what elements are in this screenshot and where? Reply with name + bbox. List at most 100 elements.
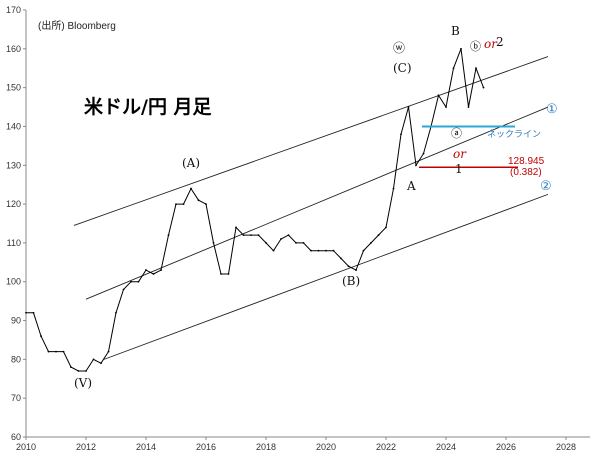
y-tick-label: 80 — [11, 354, 21, 364]
price-point — [160, 269, 162, 271]
price-point — [115, 311, 117, 314]
x-tick-label: 2024 — [436, 442, 456, 452]
price-point — [62, 350, 65, 353]
neckline-label: ネックライン — [487, 129, 541, 139]
x-tick-label: 2014 — [136, 442, 156, 452]
price-point — [197, 199, 200, 202]
y-tick-label: 130 — [6, 160, 21, 170]
y-tick-labels: 60 70 80 90 100 110 120 130 140 150 160 170 — [6, 5, 26, 442]
price-point — [355, 269, 357, 271]
price-point — [55, 350, 57, 353]
y-tick-label: 170 — [6, 5, 21, 15]
price-point — [467, 106, 470, 108]
price-point — [122, 288, 125, 291]
price-point — [317, 249, 320, 252]
label-small-a-circled: ⓐ — [451, 127, 462, 140]
price-point — [377, 234, 380, 237]
x-tick-label: 2012 — [76, 442, 96, 452]
price-line — [26, 48, 484, 372]
price-point — [40, 335, 42, 337]
price-point — [325, 249, 327, 252]
y-tick-label: 70 — [11, 393, 21, 403]
price-point — [347, 265, 350, 268]
x-tick-label: 2026 — [496, 442, 516, 452]
y-tick-label: 100 — [6, 277, 21, 287]
price-point — [287, 234, 290, 237]
price-point — [340, 257, 342, 260]
y-tick-label: 160 — [6, 44, 21, 54]
label-v-paren: (V) — [74, 376, 92, 390]
y-tick-label: 120 — [6, 199, 21, 209]
source-label: (出所) Bloomberg — [38, 19, 116, 32]
x-tick-label: 2010 — [16, 442, 36, 452]
price-point — [415, 164, 417, 167]
price-point — [302, 242, 305, 244]
label-or-mid: or — [453, 147, 467, 161]
price-point — [385, 226, 387, 229]
price-point — [70, 366, 72, 369]
label-c-paren: (C) — [393, 61, 412, 75]
price-point — [85, 370, 87, 372]
price-point — [145, 269, 147, 271]
label-or-top: or — [484, 37, 498, 51]
price-point — [332, 249, 335, 252]
label-two: 2 — [496, 35, 504, 49]
horizontal-lines — [419, 125, 518, 168]
price-point — [152, 273, 155, 275]
price-point — [310, 249, 312, 252]
channel-line — [73, 56, 549, 226]
price-point — [482, 86, 485, 89]
label-circled-1: ① — [546, 102, 558, 117]
label-w-circled: ⓦ — [393, 41, 405, 55]
y-tick-label: 60 — [11, 432, 21, 442]
price-point — [280, 238, 282, 240]
price-point — [25, 311, 27, 314]
y-tick-label: 90 — [11, 316, 21, 326]
label-small-b-circled: ⓑ — [470, 40, 481, 53]
price-point — [362, 249, 365, 252]
price-point — [250, 234, 252, 237]
label-b-paren: (B) — [342, 274, 360, 288]
price-point — [257, 234, 260, 237]
price-point — [295, 242, 297, 244]
x-tick-label: 2016 — [196, 442, 216, 452]
price-point — [370, 242, 372, 244]
price-point — [407, 106, 410, 108]
price-point — [235, 226, 237, 229]
label-one: 1 — [455, 162, 463, 176]
price-point — [92, 358, 95, 361]
price-point — [130, 280, 132, 283]
price-point — [137, 280, 140, 283]
price-point — [212, 242, 215, 244]
price-point — [47, 350, 50, 353]
price-point — [107, 350, 110, 353]
price-point — [272, 249, 275, 252]
x-tick-label: 2028 — [556, 442, 576, 452]
trend-channel-lines — [73, 56, 549, 360]
x-tick-labels: 2010 2012 2014 2016 2018 2020 2022 2024 2026 2028 — [16, 437, 576, 452]
price-point — [437, 94, 440, 97]
price-point — [205, 203, 207, 205]
price-point — [182, 203, 185, 205]
price-point — [400, 133, 402, 136]
chart-title: 米ドル/円 月足 — [84, 95, 213, 118]
price-point — [422, 152, 425, 155]
label-circled-2: ② — [540, 179, 552, 194]
x-tick-label: 2020 — [316, 442, 336, 452]
level-value-label: 128.945 — [508, 156, 545, 167]
price-point — [227, 273, 230, 275]
price-point — [452, 67, 455, 70]
level-ratio-label: (0.382) — [510, 167, 542, 178]
label-a-paren: (A) — [182, 156, 200, 170]
channel-line — [85, 106, 549, 300]
price-point — [265, 242, 267, 244]
price-point — [392, 187, 395, 190]
price-point — [460, 47, 462, 50]
price-point — [190, 187, 192, 190]
price-point — [77, 370, 80, 372]
x-tick-label: 2022 — [376, 442, 396, 452]
x-tick-label: 2018 — [256, 442, 276, 452]
y-tick-label: 140 — [6, 121, 21, 131]
price-point — [175, 203, 177, 205]
